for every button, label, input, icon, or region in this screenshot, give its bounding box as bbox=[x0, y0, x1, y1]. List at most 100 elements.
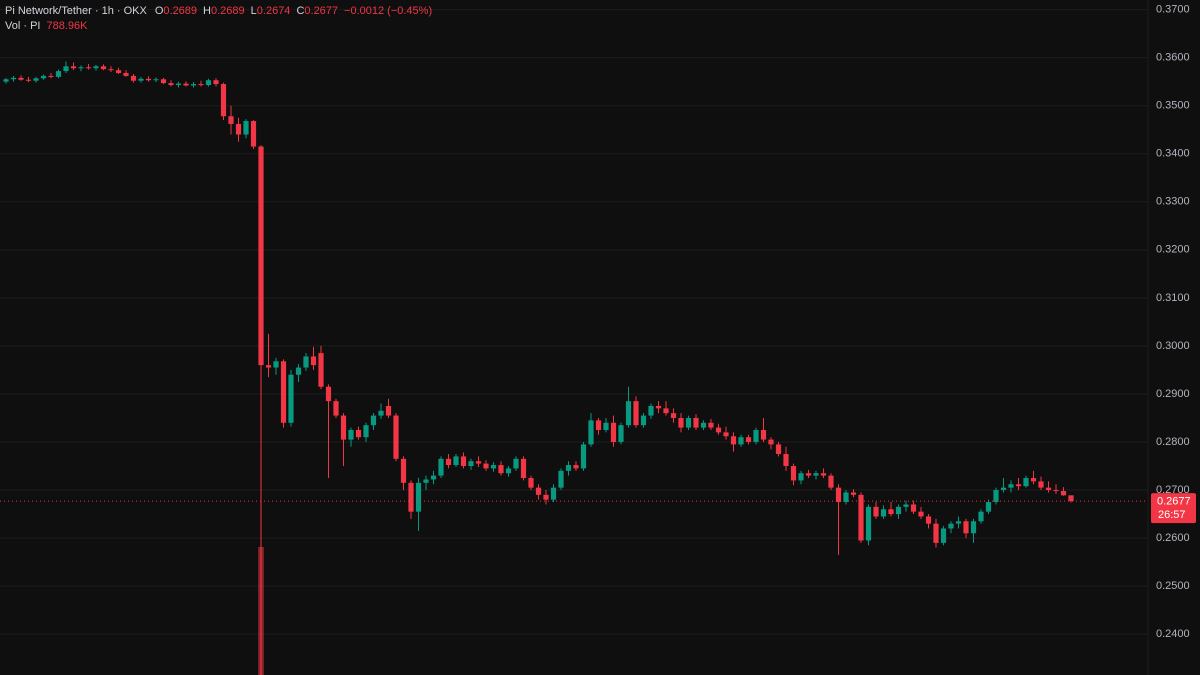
candle-body bbox=[115, 70, 122, 74]
last-price-label: 0.2677 bbox=[1157, 495, 1191, 507]
candle-body bbox=[85, 67, 92, 69]
candle-body bbox=[888, 509, 894, 515]
candle-body bbox=[978, 511, 984, 522]
candle-body bbox=[828, 475, 834, 488]
y-tick-label: 0.2900 bbox=[1156, 388, 1190, 400]
candle-body bbox=[1015, 484, 1022, 487]
candle-body bbox=[250, 121, 257, 147]
candle-body bbox=[625, 401, 632, 426]
last-price-box bbox=[1151, 493, 1196, 524]
candle-body bbox=[475, 461, 482, 464]
candle-body bbox=[843, 492, 849, 503]
candle-body bbox=[288, 374, 294, 423]
y-tick-label: 0.3500 bbox=[1156, 100, 1190, 112]
countdown: 26:57 bbox=[1158, 509, 1186, 521]
y-tick-label: 0.2700 bbox=[1156, 484, 1190, 496]
candle-body bbox=[318, 353, 324, 387]
candle-body bbox=[348, 429, 354, 440]
candle-body bbox=[310, 356, 317, 366]
candle-body bbox=[183, 83, 189, 86]
candle-body bbox=[910, 504, 917, 512]
ohlc-value: 0.2689 bbox=[211, 5, 245, 17]
candle-body bbox=[895, 506, 902, 515]
candle-body bbox=[228, 116, 234, 124]
candle-body bbox=[565, 465, 572, 471]
y-tick-label: 0.3100 bbox=[1156, 292, 1190, 304]
candle-body bbox=[153, 79, 159, 81]
candle-body bbox=[738, 437, 744, 445]
candle-body bbox=[948, 523, 954, 529]
candle-body bbox=[273, 361, 279, 368]
candle-body bbox=[933, 523, 939, 543]
candle-body bbox=[940, 528, 947, 543]
candle-body bbox=[40, 75, 47, 79]
candle-body bbox=[1023, 478, 1029, 487]
candle-body bbox=[1030, 478, 1037, 482]
candle-body bbox=[813, 473, 819, 476]
candle-body bbox=[393, 415, 399, 459]
candle-body bbox=[145, 78, 152, 81]
candle-body bbox=[258, 146, 264, 366]
candle-body bbox=[168, 83, 174, 86]
candle-body bbox=[385, 405, 392, 416]
candle-body bbox=[985, 502, 992, 512]
candle-body bbox=[483, 463, 489, 469]
candle-body bbox=[325, 386, 332, 402]
candle-body bbox=[438, 458, 444, 476]
grid bbox=[0, 9, 1148, 635]
ohlc-value: 0.2689 bbox=[163, 5, 197, 17]
candle-body bbox=[873, 506, 879, 517]
candle-body bbox=[730, 436, 737, 445]
candle-body bbox=[715, 427, 722, 433]
candle-body bbox=[798, 473, 804, 481]
candle-body bbox=[205, 80, 212, 86]
candle-body bbox=[850, 492, 857, 495]
candle-body bbox=[925, 516, 932, 524]
candle-body bbox=[498, 465, 504, 474]
candle-body bbox=[550, 487, 557, 500]
candle-body bbox=[633, 401, 639, 426]
candle-body bbox=[595, 420, 602, 430]
candle-body bbox=[130, 75, 137, 81]
candle-body bbox=[760, 429, 767, 440]
candle-body bbox=[618, 425, 624, 442]
candle-body bbox=[603, 422, 609, 430]
candle-body bbox=[573, 465, 579, 469]
candle-body bbox=[355, 429, 362, 438]
candle-body bbox=[880, 509, 887, 517]
candle-body bbox=[865, 506, 872, 541]
candle-body bbox=[18, 77, 24, 80]
candle-body bbox=[993, 490, 999, 503]
candle-body bbox=[1008, 484, 1014, 488]
candle-body bbox=[453, 456, 459, 466]
candle-body bbox=[430, 475, 437, 480]
candle-body bbox=[108, 69, 114, 71]
candle-body bbox=[363, 425, 369, 438]
candle-body bbox=[280, 361, 287, 423]
candle-body bbox=[1053, 490, 1059, 492]
ohlc-label: H bbox=[203, 5, 211, 17]
candle-body bbox=[415, 482, 422, 512]
candle-body bbox=[655, 405, 662, 409]
candle-body bbox=[490, 465, 497, 469]
candle-body bbox=[610, 422, 617, 442]
candle-body bbox=[970, 521, 977, 534]
ohlc-label: O bbox=[155, 5, 164, 17]
candle-body bbox=[48, 75, 54, 77]
candle-body bbox=[903, 504, 909, 507]
y-tick-label: 0.2600 bbox=[1156, 532, 1190, 544]
candle-body bbox=[678, 417, 684, 428]
candle-body bbox=[3, 79, 9, 82]
candle-body bbox=[265, 365, 272, 368]
candle-body bbox=[520, 458, 527, 479]
ohlc-value: 0.2674 bbox=[257, 5, 291, 17]
candle-body bbox=[460, 456, 467, 467]
candle-body bbox=[445, 458, 452, 466]
candle-body bbox=[805, 473, 812, 476]
candle-body bbox=[648, 405, 654, 416]
candle-body bbox=[55, 71, 62, 77]
candle-body bbox=[78, 67, 84, 69]
candle-body bbox=[558, 470, 564, 488]
candle-body bbox=[820, 473, 827, 476]
candle-body bbox=[663, 408, 669, 414]
